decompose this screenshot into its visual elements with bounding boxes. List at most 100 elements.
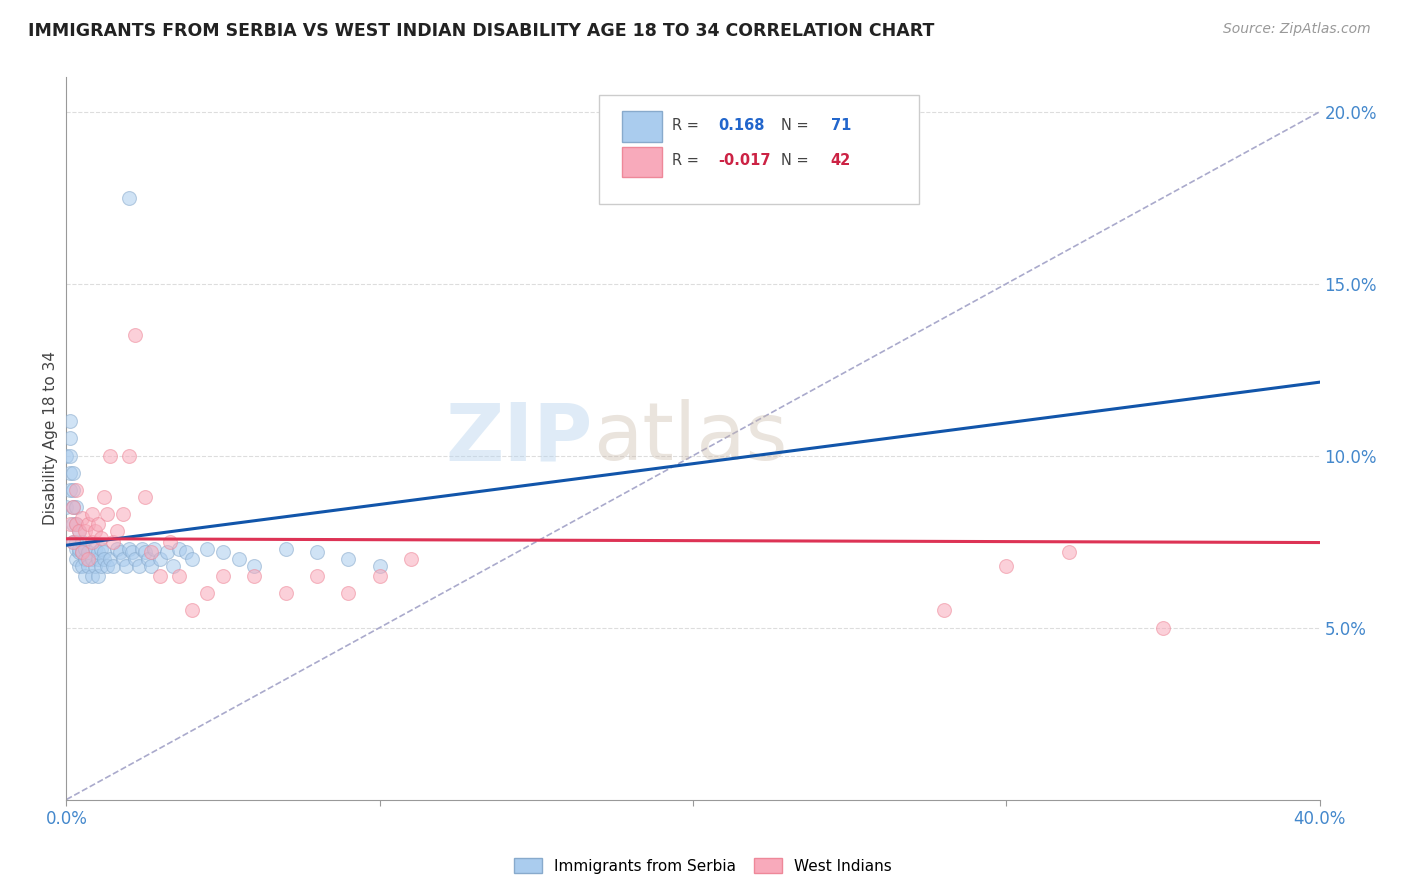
Point [143, 541, 166, 556]
Point [55, 449, 77, 463]
Point [96, 558, 118, 573]
Point [62, 483, 84, 497]
Point [156, 545, 179, 559]
Point [70, 510, 93, 524]
Point [67, 541, 90, 556]
Point [243, 569, 266, 583]
Point [180, 603, 202, 617]
Point [167, 541, 190, 556]
Point [162, 558, 184, 573]
Point [228, 551, 250, 566]
Point [167, 569, 190, 583]
Point [93, 490, 115, 504]
Point [58, 466, 80, 480]
Point [62, 534, 84, 549]
Point [62, 534, 84, 549]
Text: R =: R = [672, 118, 703, 133]
Point [65, 500, 87, 515]
Point [62, 500, 84, 515]
Text: 0.168: 0.168 [718, 118, 765, 133]
Point [932, 603, 955, 617]
Point [65, 517, 87, 532]
Point [243, 558, 266, 573]
Point [124, 328, 146, 343]
Point [70, 545, 93, 559]
Point [121, 545, 143, 559]
Point [83, 541, 105, 556]
Point [105, 541, 128, 556]
Point [96, 507, 118, 521]
Point [274, 541, 297, 556]
Point [118, 191, 141, 205]
Point [105, 524, 128, 539]
Point [58, 414, 80, 428]
Point [62, 500, 84, 515]
Point [55, 500, 77, 515]
Point [87, 517, 110, 532]
Point [136, 551, 159, 566]
Point [70, 534, 93, 549]
Point [77, 558, 100, 573]
Point [93, 551, 115, 566]
Point [197, 586, 219, 600]
Point [87, 551, 110, 566]
Point [90, 531, 112, 545]
Text: -0.017: -0.017 [718, 153, 770, 168]
Text: N =: N = [780, 118, 813, 133]
Point [1057, 545, 1080, 559]
Point [212, 545, 235, 559]
Point [197, 541, 219, 556]
FancyBboxPatch shape [621, 147, 662, 178]
Point [87, 569, 110, 583]
Point [70, 558, 93, 573]
Point [62, 466, 84, 480]
Point [118, 449, 141, 463]
Point [58, 432, 80, 446]
Point [174, 545, 197, 559]
Point [80, 507, 103, 521]
Point [118, 541, 141, 556]
Point [111, 507, 134, 521]
Point [75, 551, 97, 566]
Point [80, 569, 103, 583]
Point [274, 586, 297, 600]
Point [139, 558, 162, 573]
Point [67, 558, 90, 573]
Point [87, 545, 110, 559]
Point [77, 551, 100, 566]
Point [65, 551, 87, 566]
Point [98, 449, 121, 463]
Point [115, 558, 138, 573]
Text: 71: 71 [831, 118, 851, 133]
Text: atlas: atlas [593, 400, 787, 477]
Point [149, 551, 172, 566]
Point [98, 551, 121, 566]
Point [108, 545, 131, 559]
Point [77, 545, 100, 559]
Point [149, 569, 172, 583]
Point [83, 524, 105, 539]
Point [134, 545, 156, 559]
Point [67, 524, 90, 539]
Point [70, 545, 93, 559]
Text: R =: R = [672, 153, 703, 168]
Point [307, 545, 329, 559]
Point [995, 558, 1018, 573]
Point [307, 569, 329, 583]
Point [80, 551, 103, 566]
Text: 42: 42 [831, 153, 851, 168]
Point [58, 449, 80, 463]
Point [159, 534, 181, 549]
Point [65, 534, 87, 549]
Point [75, 541, 97, 556]
Point [368, 569, 391, 583]
FancyBboxPatch shape [599, 95, 918, 203]
Point [77, 517, 100, 532]
Point [111, 551, 134, 566]
Point [337, 551, 360, 566]
Point [65, 541, 87, 556]
Text: IMMIGRANTS FROM SERBIA VS WEST INDIAN DISABILITY AGE 18 TO 34 CORRELATION CHART: IMMIGRANTS FROM SERBIA VS WEST INDIAN DI… [28, 22, 935, 40]
Point [131, 541, 153, 556]
Point [58, 483, 80, 497]
Text: Source: ZipAtlas.com: Source: ZipAtlas.com [1223, 22, 1371, 37]
